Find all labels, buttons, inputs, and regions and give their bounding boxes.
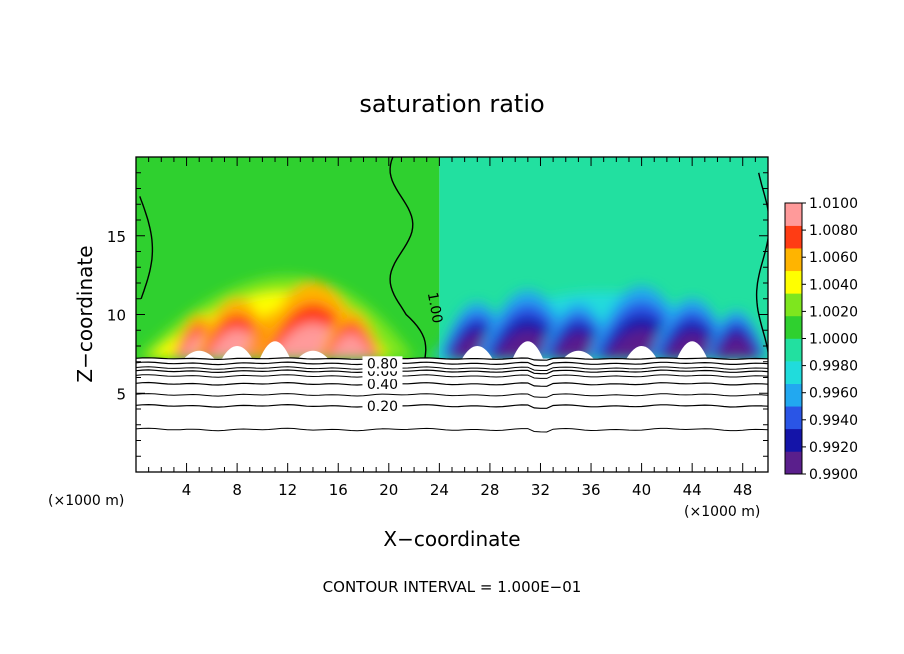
x-tick-label: 24 — [430, 481, 449, 499]
contour-line — [136, 381, 768, 387]
x-tick-label: 48 — [733, 481, 752, 499]
colorbar-swatch — [785, 428, 802, 452]
contour-line — [136, 393, 768, 398]
surface-line — [136, 357, 768, 361]
x-tick-label: 16 — [329, 481, 348, 499]
contour-line — [136, 403, 768, 409]
contour-line — [136, 374, 768, 379]
contour-label: 0.20 — [367, 399, 398, 415]
x-tick-label: 12 — [278, 481, 297, 499]
colorbar-label: 1.0000 — [809, 332, 858, 348]
surface-bump — [221, 346, 253, 359]
colorbar-swatch — [785, 248, 802, 272]
colorbar-label: 1.0100 — [809, 196, 858, 212]
saturation-field — [136, 157, 768, 359]
y-tick-label: 10 — [107, 307, 126, 325]
x-unit-left: (×1000 m) — [48, 493, 124, 509]
colorbar-label: 0.9940 — [809, 413, 858, 429]
x-tick-label: 40 — [632, 481, 651, 499]
x-axis: 4 8 12 16 20 24 28 32 36 40 44 48 — [148, 157, 756, 499]
colorbar-label: 1.0080 — [809, 223, 858, 239]
surface-bump — [462, 346, 493, 359]
contour-label: 0.40 — [367, 377, 398, 393]
contour-line — [136, 427, 768, 433]
contour-lines: 0.200.400.600.801.00 — [136, 157, 768, 433]
contour-line-1-00 — [389, 157, 427, 358]
colorbar-swatch — [785, 338, 802, 362]
colorbar-swatch — [785, 293, 802, 317]
x-tick-label: 4 — [182, 481, 192, 499]
x-tick-label: 20 — [379, 481, 398, 499]
surface-bump — [184, 350, 215, 359]
surface-bump — [563, 350, 594, 359]
x-tick-label: 28 — [480, 481, 499, 499]
x-tick-label: 32 — [531, 481, 550, 499]
surface-bump — [512, 341, 544, 359]
colorbar-label: 0.9900 — [809, 467, 858, 483]
field-anomalies — [136, 276, 768, 359]
contour-label-bg — [362, 376, 403, 392]
x-unit-right: (×1000 m) — [684, 504, 760, 520]
x-tick-label: 44 — [683, 481, 702, 499]
chart-title: saturation ratio — [359, 90, 544, 118]
surface-bump — [297, 350, 329, 359]
colorbar-swatch — [785, 383, 802, 407]
colorbar-swatch — [785, 451, 802, 475]
colorbar-label: 0.9980 — [809, 359, 858, 375]
colorbar: 0.9900 0.9920 0.9940 0.9960 0.9980 1.0000 1.00… — [784, 196, 858, 483]
x-tick-label: 8 — [232, 481, 242, 499]
colorbar-swatch — [785, 406, 802, 430]
contour-interval-footer: CONTOUR INTERVAL = 1.000E−01 — [323, 578, 582, 596]
colorbar-label: 0.9960 — [809, 386, 858, 402]
y-tick-label: 15 — [107, 228, 126, 246]
plot-area: 0.200.400.600.801.00 — [136, 157, 768, 472]
colorbar-label: 1.0060 — [809, 250, 858, 266]
moist-plume — [328, 332, 374, 359]
contour-line — [136, 361, 768, 367]
colorbar-swatch — [785, 225, 802, 249]
y-axis-label: Z−coordinate — [73, 245, 97, 382]
surface-bump — [676, 341, 708, 359]
colorbar-label: 0.9920 — [809, 440, 858, 456]
y-tick-label: 5 — [116, 385, 126, 403]
colorbar-swatch — [785, 361, 802, 384]
contour-label-bg — [362, 356, 403, 372]
y-axis: 5 10 15 — [107, 172, 768, 457]
x-tick-label: 36 — [581, 481, 600, 499]
lower-region — [136, 341, 768, 472]
contour-line — [136, 366, 768, 371]
colorbar-swatch — [785, 315, 802, 339]
contour-label-bg — [362, 398, 403, 414]
contour-label: 0.80 — [367, 356, 398, 372]
colorbar-label: 1.0020 — [809, 304, 858, 320]
surface-bump — [626, 346, 657, 359]
dry-plume — [714, 335, 758, 359]
colorbar-swatch — [785, 203, 802, 226]
x-axis-label: X−coordinate — [383, 527, 520, 551]
contour-line-1-00 — [139, 196, 154, 300]
subsurface — [136, 358, 768, 472]
contour-label: 1.00 — [424, 291, 445, 324]
contour-line-1-00 — [755, 172, 768, 357]
contour-line — [136, 369, 768, 375]
surface-bump — [259, 341, 291, 359]
colorbar-label: 1.0040 — [809, 277, 858, 293]
colorbar-swatch — [785, 270, 802, 294]
